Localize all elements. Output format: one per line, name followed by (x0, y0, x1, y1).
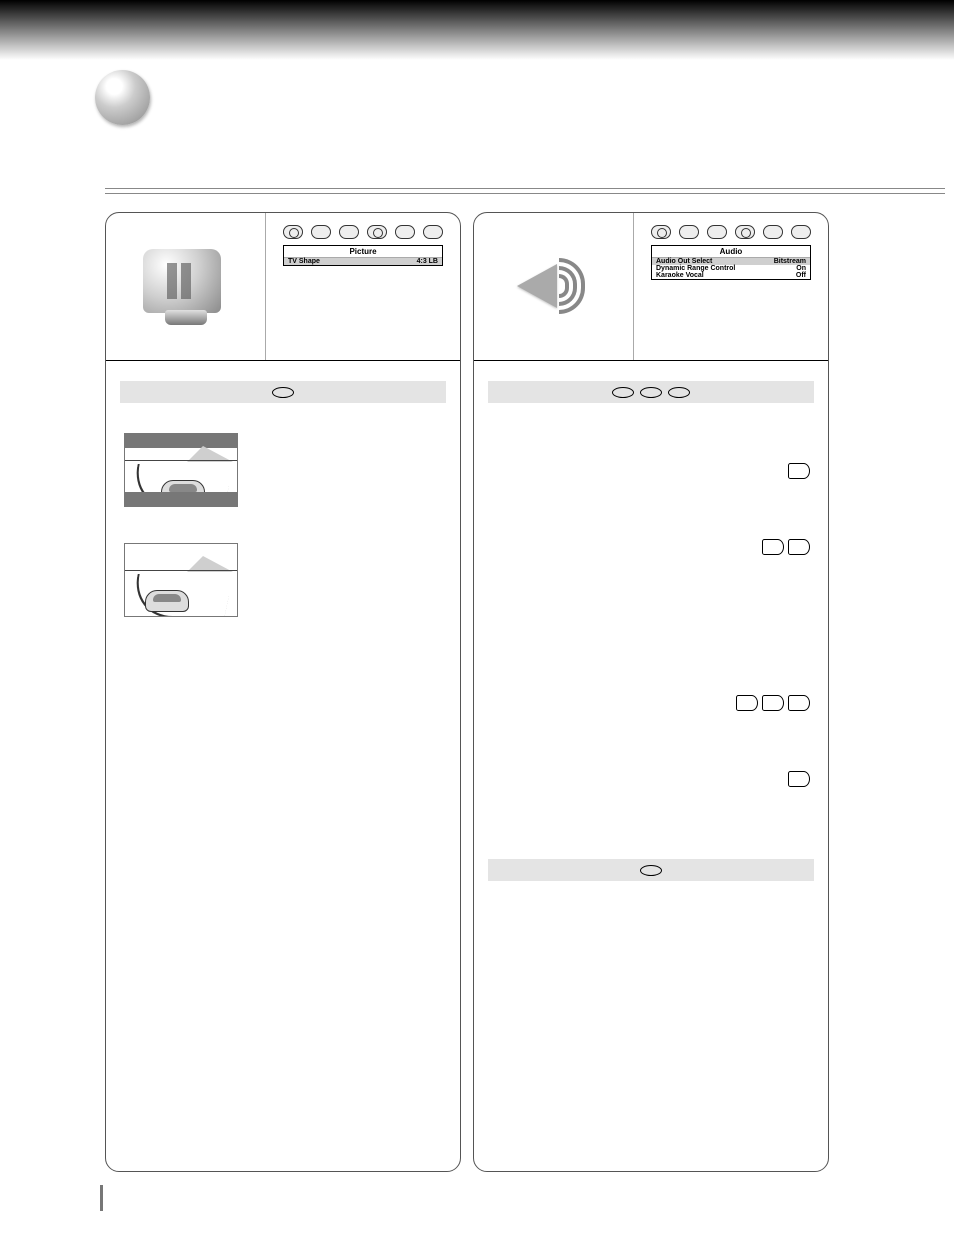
osd-preview: Audio Audio Out Select Bitstream Dynamic… (634, 213, 828, 360)
format-badge (762, 695, 784, 711)
card-head: Audio Audio Out Select Bitstream Dynamic… (474, 213, 828, 361)
section-bar (488, 381, 814, 403)
osd-row-value: Off (796, 272, 806, 279)
badge-row (492, 539, 810, 555)
card-head: Picture TV Shape 4:3 LB (106, 213, 460, 361)
card-body (106, 361, 460, 881)
osd-box: Audio Audio Out Select Bitstream Dynamic… (651, 245, 811, 280)
osd-row: TV Shape 4:3 LB (284, 258, 442, 265)
oval-marker (272, 387, 294, 398)
card-body (474, 361, 828, 1171)
osd-row: Karaoke Vocal Off (652, 272, 810, 279)
section-bar (488, 859, 814, 881)
osd-row-label: TV Shape (288, 258, 320, 265)
format-badge (762, 539, 784, 555)
tab-icon (395, 225, 415, 239)
tab-icon-row (276, 225, 450, 239)
tab-icon (367, 225, 387, 239)
picture-icon (106, 213, 266, 360)
format-badge (736, 695, 758, 711)
sphere-bullet (95, 70, 150, 125)
tab-icon (707, 225, 727, 239)
tab-icon (339, 225, 359, 239)
oval-marker (668, 387, 690, 398)
tab-icon (679, 225, 699, 239)
header-gradient (0, 0, 954, 60)
tab-icon (311, 225, 331, 239)
osd-title: Picture (284, 246, 442, 258)
oval-marker (640, 387, 662, 398)
osd-row-value: Bitstream (774, 258, 806, 265)
osd-row-label: Audio Out Select (656, 258, 712, 265)
cards-row: Picture TV Shape 4:3 LB (105, 212, 954, 1172)
badge-row (492, 463, 810, 479)
tab-icon (763, 225, 783, 239)
audio-card: Audio Audio Out Select Bitstream Dynamic… (473, 212, 829, 1172)
format-badge (788, 539, 810, 555)
tab-icon (423, 225, 443, 239)
format-badge (788, 695, 810, 711)
osd-row-value: On (796, 265, 806, 272)
tab-icon (651, 225, 671, 239)
osd-box: Picture TV Shape 4:3 LB (283, 245, 443, 266)
badge-row (492, 695, 810, 711)
oval-marker (640, 865, 662, 876)
format-badge (788, 771, 810, 787)
tab-icon-row (644, 225, 818, 239)
osd-title: Audio (652, 246, 810, 258)
tab-icon (735, 225, 755, 239)
footer-mark (100, 1185, 103, 1211)
format-badge (788, 463, 810, 479)
tab-icon (791, 225, 811, 239)
picture-card: Picture TV Shape 4:3 LB (105, 212, 461, 1172)
audio-icon (474, 213, 634, 360)
divider (105, 193, 945, 194)
section-bar (120, 381, 446, 403)
content: Picture TV Shape 4:3 LB (105, 188, 954, 1172)
oval-marker (612, 387, 634, 398)
osd-preview: Picture TV Shape 4:3 LB (266, 213, 460, 360)
tab-icon (283, 225, 303, 239)
preview-letterbox (124, 433, 238, 507)
badge-row (492, 771, 810, 787)
osd-row-label: Dynamic Range Control (656, 265, 735, 272)
preview-panscan (124, 543, 238, 617)
divider (105, 188, 945, 189)
osd-row: Audio Out Select Bitstream (652, 258, 810, 265)
osd-row-value: 4:3 LB (417, 258, 438, 265)
osd-row: Dynamic Range Control On (652, 265, 810, 272)
osd-row-label: Karaoke Vocal (656, 272, 704, 279)
